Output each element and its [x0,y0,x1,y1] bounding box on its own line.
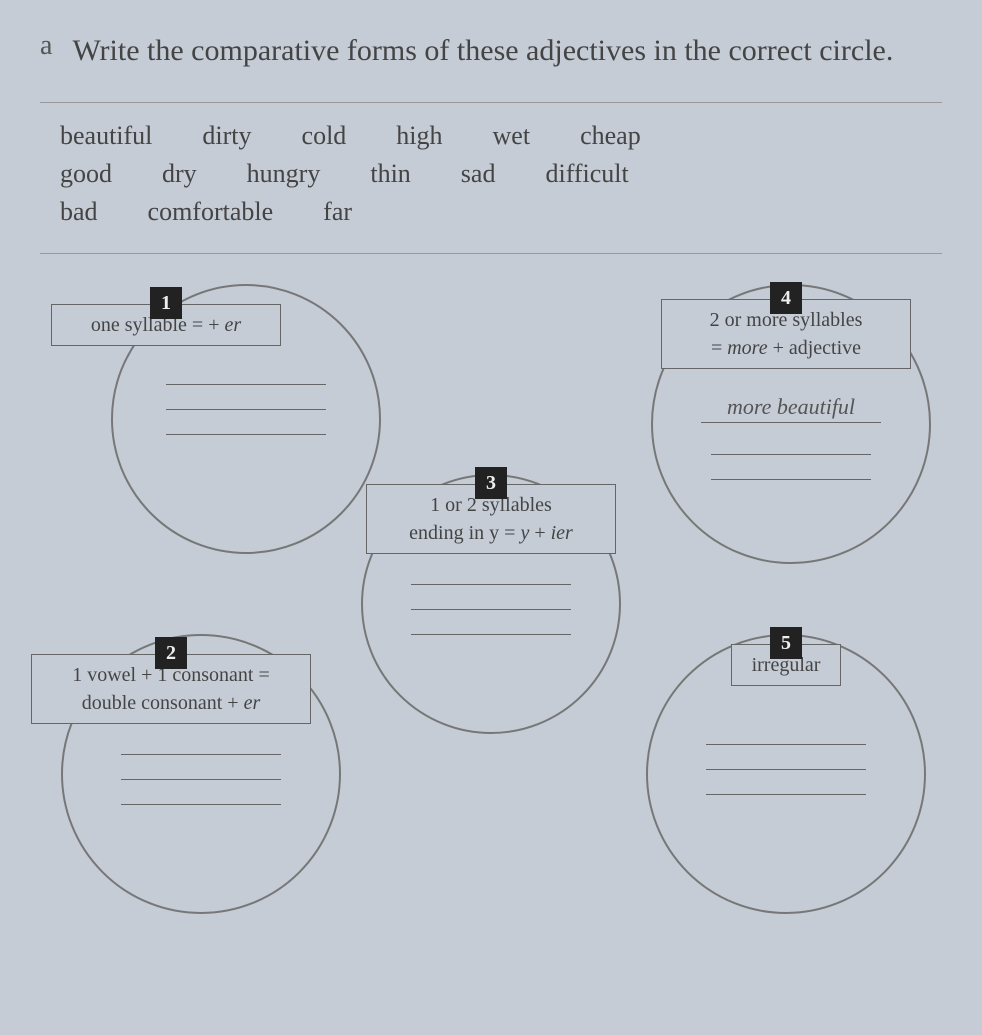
rule-text-2: double consonant + er [42,689,300,717]
word-row-3: bad comfortable far [60,197,922,227]
answer-line[interactable] [411,609,571,610]
word-bank: beautiful dirty cold high wet cheap good… [40,102,942,254]
word: cheap [580,121,641,151]
badge-4: 4 [770,282,802,314]
rule-text-2: = more + adjective [672,334,900,362]
rule-italic: er [224,314,241,336]
sample-answer: more beautiful [701,394,881,423]
word: far [323,197,352,227]
answer-line[interactable] [706,794,866,795]
word: good [60,159,112,189]
word: dry [162,159,197,189]
answer-line[interactable] [166,384,326,385]
answer-line[interactable] [711,454,871,455]
answer-line[interactable] [411,634,571,635]
word: sad [461,159,496,189]
word: hungry [247,159,321,189]
word: beautiful [60,121,152,151]
word-row-2: good dry hungry thin sad difficult [60,159,922,189]
word: cold [302,121,347,151]
circle-5-lines [706,744,866,795]
circle-1-lines [166,384,326,435]
answer-line[interactable] [121,804,281,805]
diagram-area: 1 one syllable = + er 2 1 vowel + 1 cons… [41,284,941,984]
word: thin [370,159,410,189]
answer-line[interactable] [711,479,871,480]
word: dirty [202,121,251,151]
badge-2: 2 [155,637,187,669]
rule-label-4: 4 2 or more syllables = more + adjective [661,299,911,369]
answer-line[interactable] [166,434,326,435]
answer-line[interactable] [411,584,571,585]
word: difficult [545,159,628,189]
circle-2-lines [121,754,281,805]
instruction: a Write the comparative forms of these a… [40,30,942,72]
answer-line[interactable] [166,409,326,410]
rule-label-2: 2 1 vowel + 1 consonant = double consona… [31,654,311,724]
answer-line[interactable] [706,744,866,745]
answer-line[interactable] [121,779,281,780]
circle-3-lines [411,584,571,635]
circle-4-lines [711,454,871,480]
badge-1: 1 [150,287,182,319]
rule-label-3: 3 1 or 2 syllables ending in y = y + ier [366,484,616,554]
word: comfortable [148,197,274,227]
answer-line[interactable] [121,754,281,755]
rule-label-5: 5 irregular [731,644,841,686]
word: bad [60,197,98,227]
answer-line[interactable] [706,769,866,770]
instruction-text: Write the comparative forms of these adj… [72,30,893,72]
badge-3: 3 [475,467,507,499]
word-row-1: beautiful dirty cold high wet cheap [60,121,922,151]
word: wet [493,121,531,151]
instruction-letter: a [40,30,52,62]
word: high [396,121,442,151]
rule-label-1: 1 one syllable = + er [51,304,281,346]
badge-5: 5 [770,627,802,659]
rule-text-2: ending in y = y + ier [377,519,605,547]
